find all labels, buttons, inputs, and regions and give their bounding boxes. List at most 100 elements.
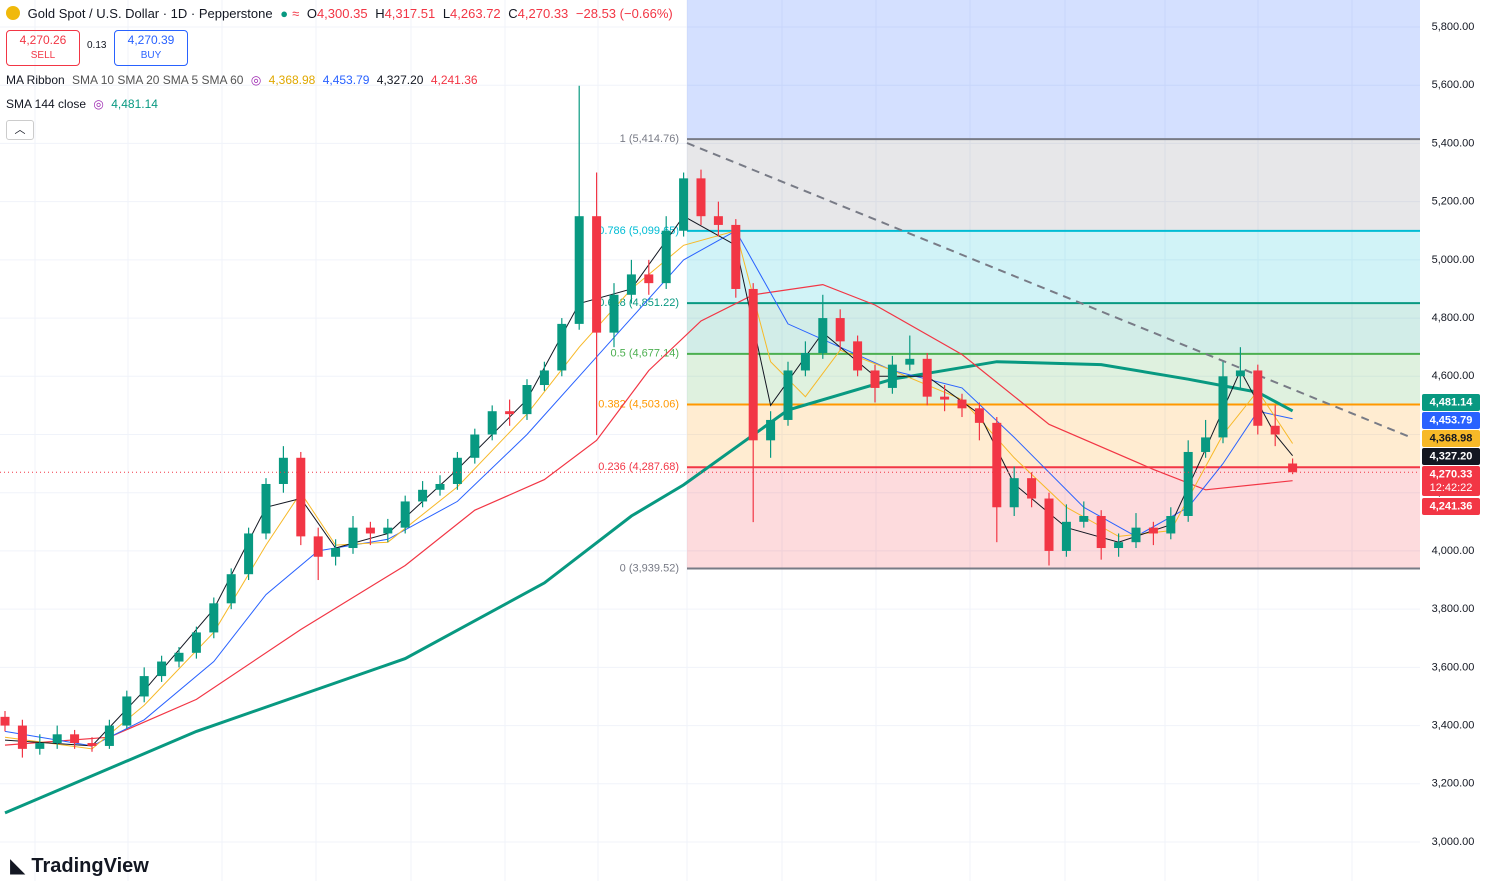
- symbol-header: Gold Spot / U.S. Dollar · 1D · Peppersto…: [6, 6, 677, 21]
- price-badge-timer: 12:42:22: [1430, 482, 1473, 494]
- candle: [17, 719, 27, 758]
- candle-body: [470, 434, 480, 458]
- sell-button[interactable]: 4,270.26 SELL: [6, 30, 80, 66]
- candle-body: [1114, 542, 1124, 549]
- candle: [887, 355, 897, 394]
- sma144-value: 4,481.14: [111, 97, 158, 111]
- candle: [365, 521, 375, 546]
- candle-body: [766, 419, 776, 441]
- collapse-button[interactable]: ︿: [6, 120, 34, 140]
- y-tick-label: 5,800.00: [1432, 21, 1475, 33]
- candle-body: [800, 353, 810, 371]
- price-badge: [1422, 412, 1480, 429]
- candle: [800, 341, 810, 377]
- open: 4,300.35: [316, 6, 368, 21]
- candle-body: [922, 358, 932, 397]
- close: 4,270.33: [517, 6, 569, 21]
- candle: [557, 318, 567, 377]
- c-label: C: [508, 6, 518, 21]
- buy-button[interactable]: 4,270.39 BUY: [114, 30, 188, 66]
- candle-body: [1288, 463, 1298, 473]
- buy-label: BUY: [140, 50, 162, 61]
- candle-body: [383, 527, 393, 534]
- candle: [0, 711, 10, 732]
- fib-label: 1 (5,414.76): [620, 133, 679, 145]
- candle: [766, 411, 776, 458]
- ribbon-value: 4,368.98: [268, 73, 316, 87]
- candle-body: [574, 216, 584, 324]
- price-badge: [1422, 448, 1480, 465]
- ma-line: [4, 230, 1294, 750]
- spread: 0.13: [87, 40, 107, 51]
- candle-body: [940, 396, 950, 400]
- candle: [870, 364, 880, 403]
- candle-body: [783, 370, 793, 420]
- candle-body: [452, 457, 462, 484]
- ribbon-value: 4,327.20: [376, 73, 424, 87]
- price-badge-label: 4,327.20: [1430, 450, 1473, 462]
- candle: [52, 725, 62, 749]
- candle-body: [1061, 521, 1071, 551]
- candle: [87, 737, 97, 752]
- candle: [661, 216, 671, 289]
- change: −28.53 (−0.66%): [575, 6, 673, 21]
- candle-body: [400, 501, 410, 528]
- candle: [1061, 504, 1071, 557]
- candle-body: [992, 422, 1002, 508]
- fib-label: 0.236 (4,287.68): [598, 461, 679, 473]
- candle-body: [853, 341, 863, 371]
- candle-body: [174, 652, 184, 662]
- candle: [400, 495, 410, 534]
- candle: [731, 219, 741, 298]
- candle-body: [261, 483, 271, 534]
- candle-body: [296, 457, 306, 537]
- candle: [174, 646, 184, 668]
- candle-body: [35, 743, 45, 749]
- fib-label: 0.382 (4,503.06): [598, 398, 679, 410]
- ribbon-names: SMA 10 SMA 20 SMA 5 SMA 60: [72, 73, 244, 87]
- candle-body: [191, 632, 201, 653]
- y-tick-label: 4,600.00: [1432, 370, 1475, 382]
- candle-body: [887, 364, 897, 388]
- candle-body: [1009, 478, 1019, 508]
- candle: [1079, 501, 1089, 528]
- candle: [1270, 405, 1280, 447]
- candle: [1253, 364, 1263, 435]
- candle-body: [348, 527, 358, 549]
- symbol[interactable]: Gold Spot / U.S. Dollar · 1D · Peppersto…: [27, 6, 273, 21]
- ma-line: [4, 283, 1293, 746]
- candle: [104, 719, 114, 749]
- y-tick-label: 4,800.00: [1432, 312, 1475, 324]
- candle: [748, 283, 758, 523]
- fib-zone: [687, 404, 1420, 468]
- candle-body: [713, 216, 723, 225]
- y-tick-label: 5,400.00: [1432, 137, 1475, 149]
- fib-label: 0.786 (5,099.65): [598, 225, 679, 237]
- price-badge: [1422, 498, 1480, 515]
- candle-body: [331, 548, 341, 557]
- candle-body: [87, 743, 97, 746]
- candle-body: [1235, 370, 1245, 377]
- sell-label: SELL: [30, 50, 56, 61]
- candle-body: [974, 408, 984, 423]
- candle-body: [1270, 425, 1280, 435]
- fib-label: 0 (3,939.52): [620, 562, 679, 574]
- candle: [122, 690, 132, 729]
- price-badge: [1422, 466, 1480, 496]
- candle: [1218, 361, 1228, 444]
- candle-body: [0, 716, 10, 726]
- candle: [505, 399, 515, 426]
- sma144-legend: SMA 144 close ◎ 4,481.14: [6, 97, 158, 111]
- candle: [452, 451, 462, 490]
- candle-body: [278, 457, 288, 484]
- candle: [644, 259, 654, 295]
- candle-body: [626, 274, 636, 295]
- candle: [244, 527, 254, 581]
- fib-zone: [687, 303, 1420, 354]
- sma144-title: SMA 144 close: [6, 97, 87, 111]
- y-tick-label: 3,200.00: [1432, 778, 1475, 790]
- candle-body: [1148, 527, 1158, 534]
- candle-body: [313, 536, 323, 557]
- candle-body: [1253, 370, 1263, 426]
- candle-body: [122, 696, 132, 726]
